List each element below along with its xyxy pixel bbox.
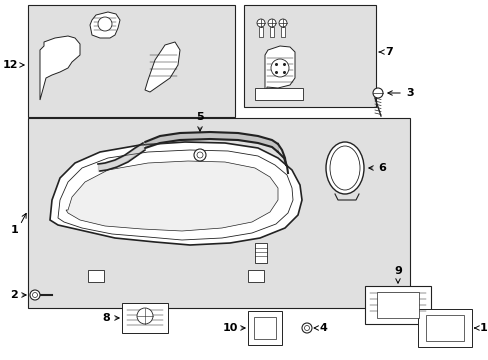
- Circle shape: [279, 19, 286, 27]
- Circle shape: [372, 88, 382, 98]
- Circle shape: [137, 308, 153, 324]
- Circle shape: [267, 19, 275, 27]
- Polygon shape: [40, 36, 80, 100]
- Bar: [281, 27, 285, 37]
- Text: 2: 2: [10, 290, 18, 300]
- Text: 11: 11: [479, 323, 488, 333]
- FancyBboxPatch shape: [425, 315, 463, 341]
- Polygon shape: [90, 12, 120, 38]
- Circle shape: [30, 290, 40, 300]
- Circle shape: [302, 323, 311, 333]
- Circle shape: [32, 292, 38, 297]
- Circle shape: [270, 59, 288, 77]
- Text: 5: 5: [196, 112, 203, 122]
- Bar: [28, 118, 409, 308]
- Text: 1: 1: [10, 225, 18, 235]
- Text: 4: 4: [319, 323, 327, 333]
- Text: 8: 8: [102, 313, 110, 323]
- Bar: [244, 5, 375, 107]
- FancyBboxPatch shape: [417, 309, 471, 347]
- Ellipse shape: [325, 142, 363, 194]
- Circle shape: [98, 17, 112, 31]
- Text: 6: 6: [377, 163, 385, 173]
- Circle shape: [197, 152, 203, 158]
- Polygon shape: [145, 42, 180, 92]
- FancyBboxPatch shape: [364, 286, 430, 324]
- Bar: [247, 270, 264, 282]
- FancyBboxPatch shape: [253, 317, 275, 339]
- Polygon shape: [264, 46, 294, 100]
- Bar: [88, 270, 104, 282]
- FancyBboxPatch shape: [376, 292, 418, 318]
- Text: 3: 3: [405, 88, 413, 98]
- Polygon shape: [50, 142, 302, 245]
- Text: 10: 10: [222, 323, 238, 333]
- Bar: [254, 88, 303, 100]
- Circle shape: [257, 19, 264, 27]
- Polygon shape: [58, 150, 292, 240]
- Bar: [259, 27, 263, 37]
- FancyBboxPatch shape: [247, 311, 282, 345]
- Bar: [269, 27, 273, 37]
- Text: 9: 9: [393, 266, 401, 276]
- Text: 12: 12: [2, 60, 18, 70]
- Circle shape: [304, 325, 309, 330]
- Bar: [254, 243, 266, 263]
- FancyBboxPatch shape: [122, 303, 168, 333]
- Ellipse shape: [329, 146, 359, 190]
- Circle shape: [194, 149, 205, 161]
- Polygon shape: [66, 161, 278, 231]
- Bar: [28, 5, 235, 117]
- Text: 7: 7: [384, 47, 392, 57]
